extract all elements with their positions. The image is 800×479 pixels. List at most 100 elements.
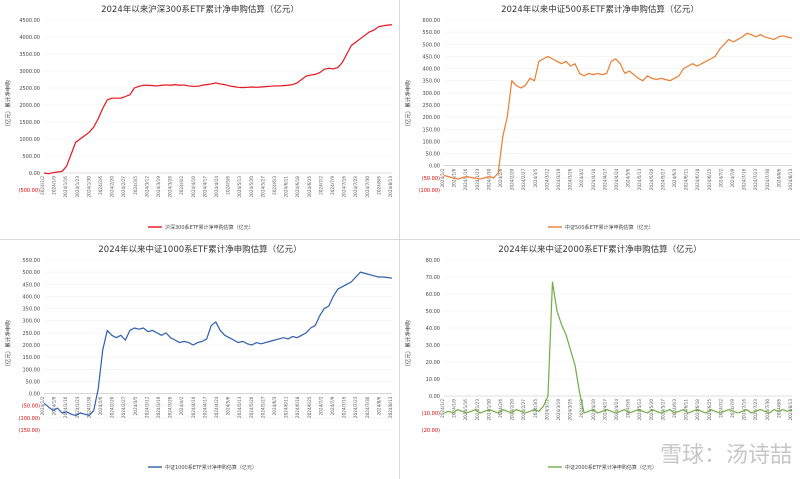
x-tick-label: 2024/6/18 [295, 396, 300, 418]
x-tick-label: 2024/3/12 [544, 168, 549, 190]
x-tick-label: 2024/7/2 [718, 399, 723, 418]
x-tick-label: 2024/2/20 [510, 399, 515, 421]
y-tick-label: 500.00 [23, 270, 41, 276]
x-tick-label: 2024/4/24 [614, 399, 619, 421]
y-tick-label: 150.00 [423, 127, 441, 133]
chart-csi300: 2024年以来沪深300系ETF累计净申购估算（亿元） (500.00) 0.00 5… [4, 4, 393, 231]
y-tick-label: 10.00 [426, 377, 440, 383]
x-tick-label: 2024/3/19 [556, 168, 561, 190]
y-tick-label: 150.00 [23, 355, 41, 361]
x-tick-label: 2024/1/23 [475, 399, 480, 421]
x-tick-label: 2024/1/2 [440, 168, 445, 187]
x-tick-label: 2024/1/9 [52, 176, 57, 195]
x-tick-label: 2024/6/3 [272, 176, 277, 195]
legend-label: 沪深300系ETF累计净申购估算（亿元） [165, 224, 254, 231]
x-tick-label: 2024/5/6 [626, 399, 631, 418]
x-tick-label: 2024/5/27 [260, 176, 265, 198]
x-tick-label: 2024/7/9 [330, 396, 335, 415]
x-tick-label: 2024/1/16 [463, 168, 468, 190]
x-tick-label: 2024/7/9 [730, 168, 735, 187]
y-tick-label: 350.00 [423, 79, 441, 85]
x-tick-label: 2024/4/2 [179, 176, 184, 195]
chart-csi1000: 2024年以来中证1000系ETF累计净申购估算（亿元） (150.00) (100… [4, 244, 393, 471]
x-tick-label: 2024/7/30 [765, 399, 770, 421]
x-tick-label: 2024/5/27 [260, 396, 265, 418]
x-tick-label: 2024/5/6 [226, 396, 231, 415]
x-tick-label: 2024/4/17 [602, 168, 607, 190]
chart-panel-csi1000: 2024年以来中证1000系ETF累计净申购估算（亿元） (150.00) (100… [0, 240, 399, 479]
watermark: 雪球：汤诗喆 [659, 443, 792, 468]
x-tick-label: 2024/7/9 [730, 399, 735, 418]
x-tick-label: 2024/2/27 [121, 396, 126, 418]
y-tick-label: (500.00) [19, 188, 40, 194]
y-tick-label: 2000.00 [19, 103, 40, 109]
y-tick-label: 4500.00 [19, 18, 40, 24]
series-line [443, 32, 793, 180]
x-tick-label: 2024/6/11 [684, 399, 689, 421]
x-tick-label: 2024/6/25 [707, 168, 712, 190]
y-tick-label: 0.00 [29, 171, 40, 177]
x-tick-label: 2024/2/27 [521, 168, 526, 190]
chart-title: 2024年以来中证1000系ETF累计净申购估算（亿元） [98, 244, 301, 255]
x-tick-label: 2024/1/23 [475, 168, 480, 190]
y-axis-label: （亿元）累计净申购 [404, 80, 412, 130]
x-tick-label: 2024/8/6 [776, 168, 781, 187]
x-tick-label: 2024/1/2 [40, 176, 45, 195]
x-tick-label: 2024/6/11 [684, 168, 689, 190]
x-tick-label: 2024/6/11 [284, 396, 289, 418]
x-tick-label: 2024/4/24 [214, 396, 219, 418]
y-tick-label: 60.00 [426, 292, 440, 298]
x-tick-label: 2024/3/12 [144, 176, 149, 198]
x-tick-label: 2024/7/30 [365, 176, 370, 198]
x-tick-label: 2024/5/20 [649, 168, 654, 190]
x-tick-label: 2024/5/6 [626, 168, 631, 187]
x-tick-label: 2024/5/20 [249, 176, 254, 198]
x-tick-label: 2024/1/9 [52, 396, 57, 415]
x-tick-label: 2024/4/10 [191, 176, 196, 198]
x-tick-label: 2024/8/6 [376, 176, 381, 195]
x-tick-label: 2024/6/18 [295, 176, 300, 198]
y-tick-label: 550.00 [423, 30, 441, 36]
x-tick-label: 2024/1/2 [40, 396, 45, 415]
x-tick-label: 2024/7/9 [330, 176, 335, 195]
x-tick-label: 2024/4/17 [602, 399, 607, 421]
x-tick-label: 2024/2/6 [98, 396, 103, 415]
y-tick-label: (100.00) [19, 416, 40, 422]
series-line [43, 24, 393, 175]
y-tick-label: 50.00 [426, 152, 440, 158]
chart-panel-csi300: 2024年以来沪深300系ETF累计净申购估算（亿元） (500.00) 0.00 5… [0, 0, 399, 239]
legend-label: 中证1000系ETF累计净申购估算（亿元） [165, 464, 257, 471]
chart-panel-csi2000: 2024年以来中证2000系ETF累计净申购估算（亿元） (20.00) (10.0… [400, 240, 799, 479]
y-tick-label: (100.00) [419, 188, 440, 194]
x-tick-label: 2024/8/6 [376, 396, 381, 415]
x-tick-label: 2024/3/5 [533, 168, 538, 187]
x-tick-label: 2024/7/23 [753, 399, 758, 421]
x-tick-label: 2024/2/6 [498, 168, 503, 187]
y-tick-label: 20.00 [426, 360, 440, 366]
x-tick-label: 2024/8/13 [388, 396, 393, 418]
x-tick-label: 2024/4/24 [214, 176, 219, 198]
x-tick-label: 2024/7/16 [342, 176, 347, 198]
y-tick-label: 3000.00 [19, 69, 40, 75]
x-tick-label: 2024/6/11 [284, 176, 289, 198]
y-tick-label: 100.00 [423, 139, 441, 145]
y-tick-label: 500.00 [423, 42, 441, 48]
y-tick-label: (50.00) [22, 404, 40, 410]
y-tick-label: 0.00 [429, 164, 440, 170]
x-tick-label: 2024/3/5 [133, 396, 138, 415]
y-tick-label: 70.00 [426, 275, 440, 281]
y-tick-label: 500.00 [23, 154, 41, 160]
x-tick-label: 2024/5/13 [237, 176, 242, 198]
x-tick-label: 2024/1/9 [452, 399, 457, 418]
x-tick-label: 2024/5/27 [660, 399, 665, 421]
x-tick-label: 2024/5/20 [249, 396, 254, 418]
x-tick-label: 2024/6/3 [672, 399, 677, 418]
x-tick-label: 2024/7/2 [318, 176, 323, 195]
y-tick-label: 250.00 [23, 331, 41, 337]
x-tick-label: 2024/3/12 [544, 399, 549, 421]
y-axis-label: （亿元）累计净申购 [4, 320, 12, 370]
x-tick-label: 2024/7/16 [742, 168, 747, 190]
x-tick-label: 2024/6/3 [672, 168, 677, 187]
x-tick-label: 2024/3/26 [168, 176, 173, 198]
